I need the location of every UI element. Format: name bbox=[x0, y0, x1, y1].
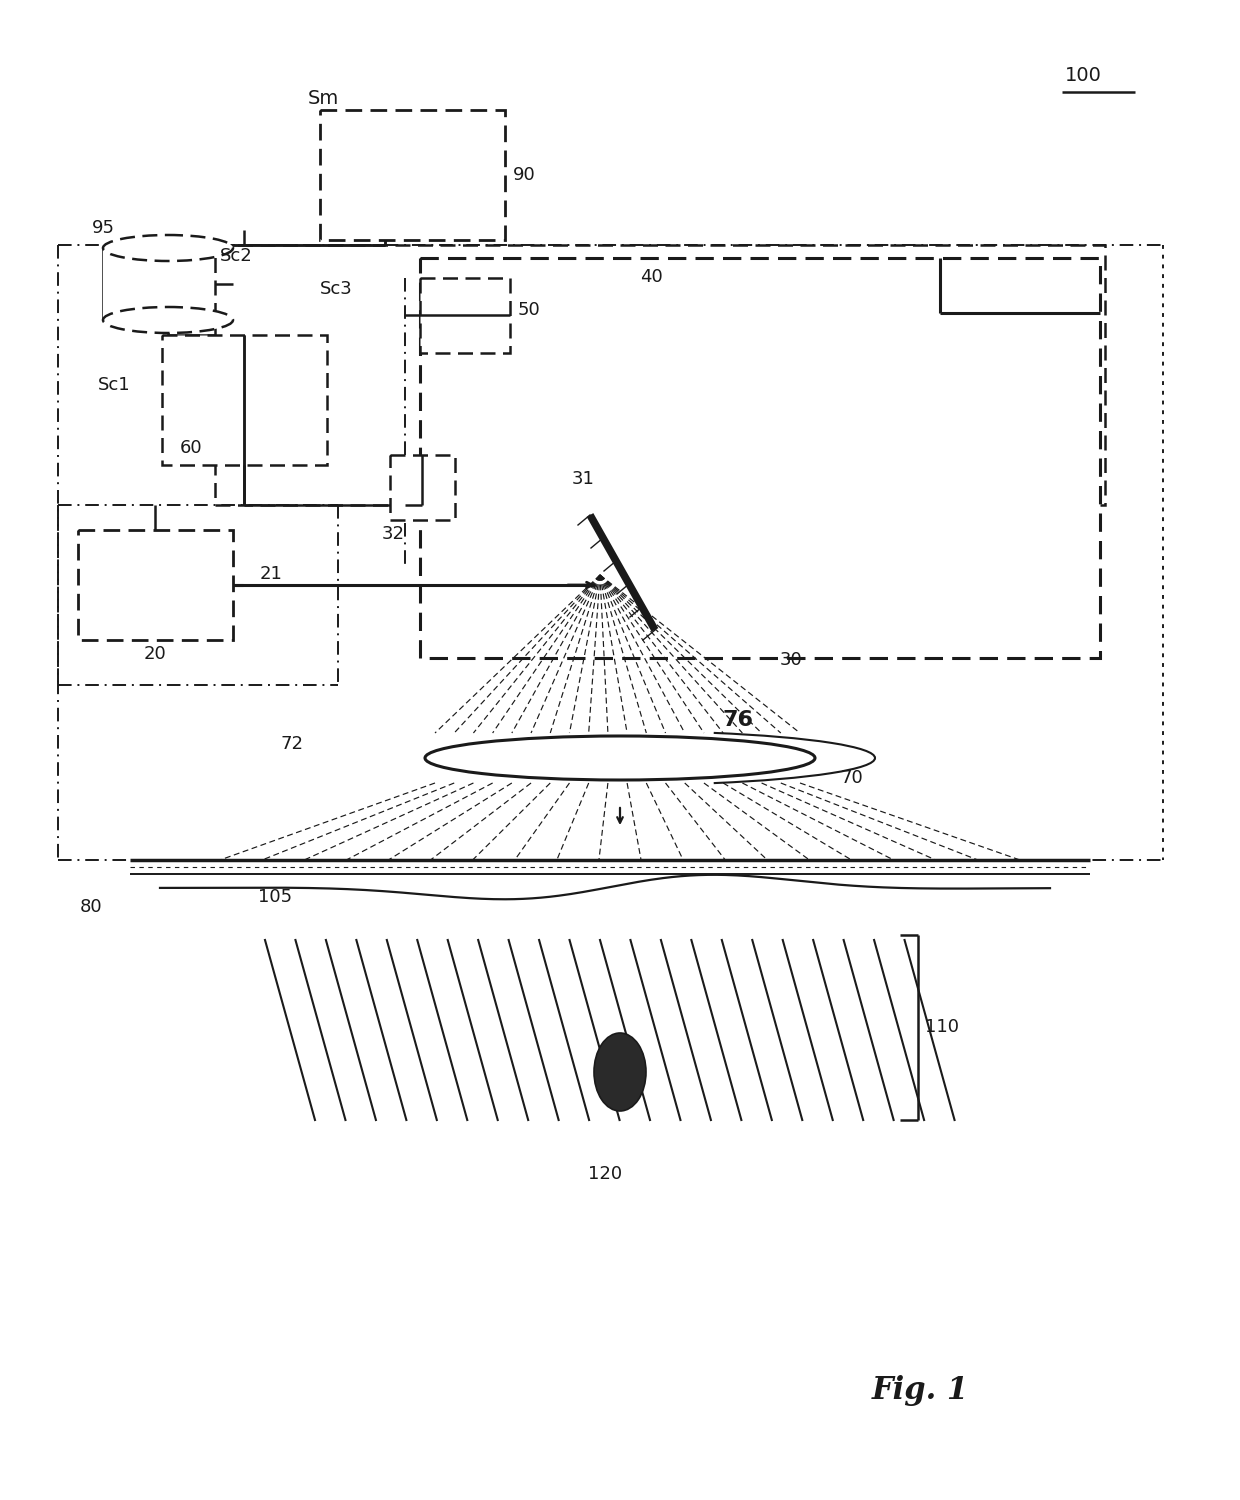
Text: Sm: Sm bbox=[308, 88, 340, 108]
Text: Sc3: Sc3 bbox=[320, 280, 352, 298]
Text: Sc2: Sc2 bbox=[219, 248, 253, 266]
Bar bbox=[215, 244, 1105, 506]
Text: 120: 120 bbox=[588, 1166, 622, 1184]
Text: 110: 110 bbox=[925, 1019, 959, 1036]
Text: Fig. 1: Fig. 1 bbox=[872, 1374, 968, 1406]
Text: 20: 20 bbox=[144, 645, 166, 663]
Ellipse shape bbox=[103, 236, 233, 261]
Text: 50: 50 bbox=[518, 302, 541, 320]
Text: 21: 21 bbox=[260, 566, 283, 584]
Bar bbox=[391, 454, 455, 520]
Text: 95: 95 bbox=[92, 219, 115, 237]
Ellipse shape bbox=[103, 308, 233, 333]
Text: 70: 70 bbox=[839, 770, 863, 788]
Bar bbox=[420, 278, 510, 352]
Text: 100: 100 bbox=[1065, 66, 1102, 86]
Bar bbox=[320, 110, 505, 240]
Text: 80: 80 bbox=[81, 898, 103, 916]
Text: 60: 60 bbox=[180, 440, 202, 458]
Bar bbox=[162, 334, 327, 465]
Text: 105: 105 bbox=[258, 888, 293, 906]
Text: 90: 90 bbox=[513, 166, 536, 184]
Bar bbox=[103, 248, 233, 320]
Bar bbox=[420, 258, 1100, 658]
Text: 30: 30 bbox=[780, 651, 802, 669]
Text: 31: 31 bbox=[572, 470, 595, 488]
Bar bbox=[78, 530, 233, 640]
Text: 72: 72 bbox=[280, 735, 303, 753]
Text: 32: 32 bbox=[382, 525, 405, 543]
Text: Sc1: Sc1 bbox=[98, 376, 130, 394]
Ellipse shape bbox=[425, 736, 815, 780]
Text: 40: 40 bbox=[640, 268, 662, 286]
Ellipse shape bbox=[594, 1034, 646, 1112]
Text: 76: 76 bbox=[722, 710, 753, 730]
